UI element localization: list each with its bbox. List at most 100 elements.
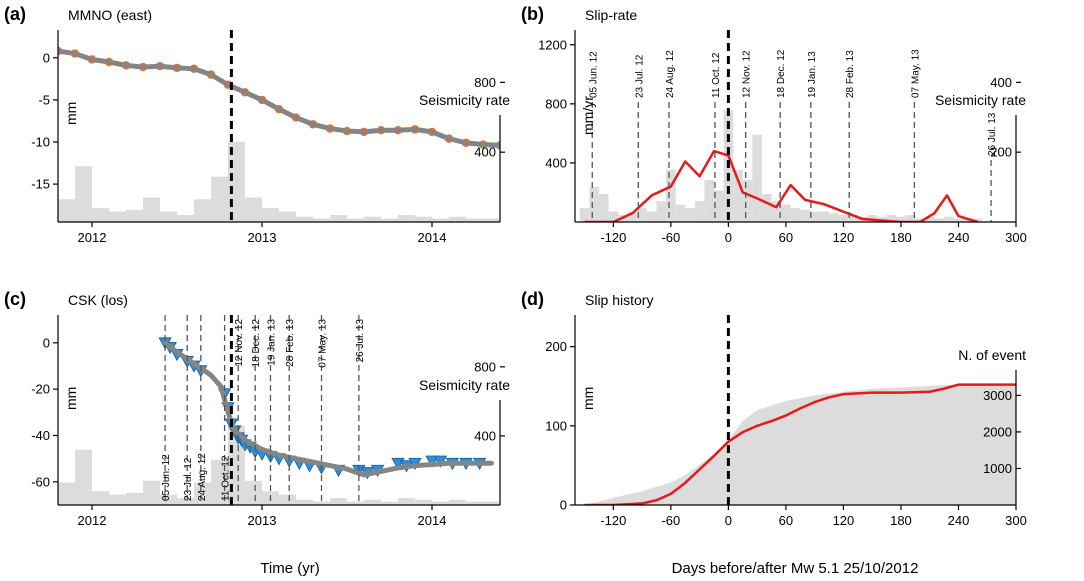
- panel-a: 0 -5 -10 -15 2012 2013 2014 400 800 Seismicity ra…: [4, 4, 510, 245]
- x-tick-label: -120: [600, 513, 626, 528]
- seismicity-bar: [915, 218, 925, 222]
- y-axis-title: mm: [63, 387, 79, 410]
- seismicity-bar: [58, 199, 75, 222]
- y-tick-label: -5: [38, 92, 50, 107]
- seismicity-bar: [733, 169, 743, 222]
- seismicity-bar: [589, 187, 599, 222]
- x-tick-label: -60: [661, 230, 680, 245]
- seismicity-bar: [656, 201, 667, 222]
- secondary-axis-title: Seismicity rate: [419, 92, 510, 108]
- seismicity-bar: [483, 218, 500, 222]
- seismicity-bar: [262, 208, 279, 222]
- seismicity-bar: [347, 218, 364, 222]
- acquisition-label: 23 Jul. 12: [183, 457, 194, 501]
- slip-rate-line: [584, 149, 979, 222]
- acquisition-label: 05 Jun. 12: [588, 51, 599, 98]
- secondary-axis-title: Seismicity rate: [419, 377, 510, 393]
- secondary-tick-label: 800: [474, 75, 496, 90]
- secondary-tick-label: 800: [474, 359, 496, 374]
- seismicity-bar: [92, 491, 109, 505]
- x-tick-label: 300: [1005, 230, 1027, 245]
- plot-area: [58, 46, 500, 222]
- x-tick-label: -60: [661, 513, 680, 528]
- seismicity-bar: [449, 216, 466, 222]
- seismicity-bar: [771, 201, 782, 222]
- x-tick-label: 2014: [418, 513, 447, 528]
- panel-title: Slip-rate: [585, 7, 637, 23]
- y-tick-label: 200: [545, 339, 567, 354]
- y-tick-label: 0: [43, 335, 50, 350]
- seismicity-bar: [704, 180, 715, 222]
- acquisition-label: 05 Jun. 12: [161, 454, 172, 501]
- seismicity-bar: [694, 201, 705, 222]
- secondary-tick-label: 400: [474, 145, 496, 160]
- seismicity-bar: [934, 218, 945, 222]
- seismicity-bar: [75, 166, 92, 222]
- seismicity-bar: [781, 204, 791, 222]
- seismicity-bar: [211, 460, 228, 505]
- panel-title: CSK (los): [68, 292, 128, 308]
- seismicity-bar: [466, 501, 483, 505]
- seismicity-bar: [160, 211, 177, 222]
- x-tick-label: 180: [890, 513, 912, 528]
- secondary-tick-label: 400: [474, 428, 496, 443]
- acquisition-label: 07 May. 13: [318, 319, 329, 368]
- seismicity-bar: [848, 215, 858, 222]
- seismicity-bar: [944, 216, 954, 222]
- seismicity-bar: [381, 218, 398, 222]
- seismicity-bar: [143, 197, 160, 222]
- seismicity-bar: [819, 211, 830, 222]
- seismicity-bar: [313, 218, 330, 222]
- x-tick-label: 240: [948, 513, 970, 528]
- seismicity-bar: [415, 216, 432, 222]
- seismicity-bar: [809, 211, 820, 222]
- seismicity-bar: [211, 176, 228, 222]
- seismicity-bar: [160, 494, 177, 505]
- y-tick-label: 0: [43, 50, 50, 65]
- x-tick-label: 120: [833, 230, 855, 245]
- seismicity-bar: [415, 499, 432, 505]
- seismicity-bar: [896, 216, 906, 222]
- acquisition-label: 26 Jul. 13: [355, 319, 366, 363]
- acquisition-label: 28 Feb. 13: [845, 50, 856, 98]
- acquisition-label: 12 Nov. 12: [234, 319, 245, 367]
- plot-area: [579, 110, 983, 222]
- seismicity-bar: [330, 498, 347, 505]
- seismicity-bar: [829, 213, 839, 222]
- seismicity-bar: [666, 169, 676, 222]
- y-tick-label: -20: [31, 382, 50, 397]
- x-tick-label: 120: [833, 513, 855, 528]
- model-fit-line: [58, 48, 500, 148]
- seismicity-bar: [398, 498, 415, 505]
- seismicity-bar: [194, 199, 211, 222]
- seismicity-bar: [279, 211, 296, 222]
- seismicity-bar: [800, 209, 810, 222]
- x-axis-title-left: Time (yr): [260, 560, 319, 577]
- seismicity-bar: [296, 216, 313, 222]
- seismicity-bar: [608, 211, 619, 222]
- seismicity-bar: [245, 197, 262, 222]
- seismicity-bar: [646, 211, 657, 222]
- seismicity-bar: [466, 218, 483, 222]
- seismicity-bar: [867, 215, 877, 222]
- acquisition-label: 24 Aug. 12: [665, 50, 676, 98]
- seismicity-bar: [742, 180, 753, 222]
- y-tick-label: 1200: [538, 37, 567, 52]
- seismicity-bar: [752, 134, 762, 222]
- acquisition-label: 07 May. 13: [910, 49, 921, 98]
- secondary-tick-label: 400: [990, 75, 1012, 90]
- x-tick-label: 240: [948, 230, 970, 245]
- acquisition-label: 18 Dec. 12: [776, 49, 787, 98]
- seismicity-bar: [364, 499, 381, 505]
- seismicity-bar: [598, 194, 609, 222]
- seismicity-bar: [109, 211, 126, 222]
- seismicity-bar: [432, 501, 449, 505]
- seismicity-bar: [279, 494, 296, 505]
- y-tick-label: 800: [545, 96, 567, 111]
- seismicity-bar: [675, 204, 686, 222]
- x-tick-label: 0: [725, 230, 732, 245]
- acquisition-label: 24 Aug. 12: [197, 453, 208, 501]
- panel-letter: (c): [4, 289, 26, 309]
- x-tick-label: 2013: [248, 513, 277, 528]
- x-tick-label: 2014: [418, 230, 447, 245]
